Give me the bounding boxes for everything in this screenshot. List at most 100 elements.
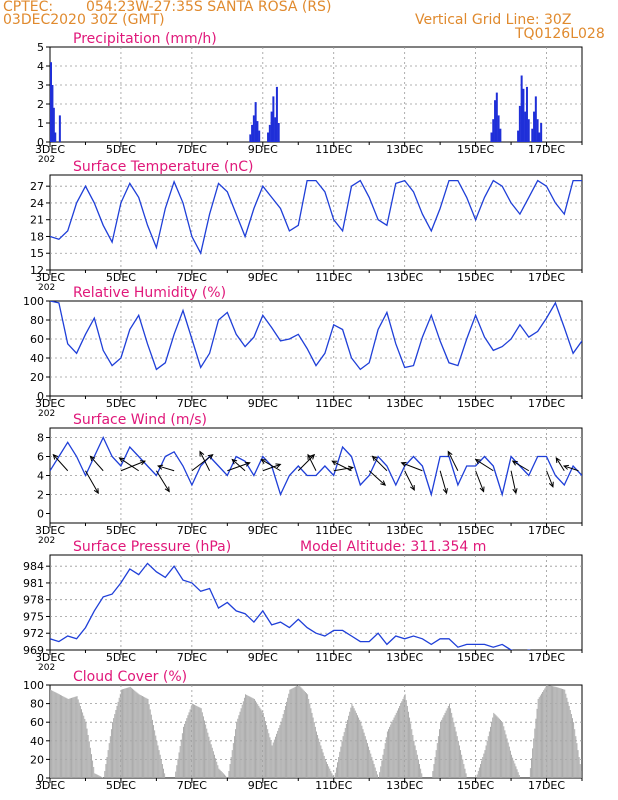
temp-ytick-label: 12 bbox=[30, 264, 44, 277]
cloud-bar bbox=[302, 689, 304, 778]
cloud-bar bbox=[231, 750, 233, 778]
cloud-bar bbox=[272, 742, 274, 778]
cloud-bar bbox=[67, 698, 69, 778]
cloud-bar bbox=[462, 759, 464, 778]
cloud-bar bbox=[339, 751, 341, 778]
cloud-bar bbox=[343, 732, 345, 778]
cloud-bar bbox=[513, 760, 515, 778]
cloud-bar bbox=[132, 688, 133, 778]
cloud-bar bbox=[465, 773, 467, 778]
cloud-bar bbox=[255, 700, 256, 778]
cloud-bar bbox=[65, 697, 67, 778]
pressure-ytick-label: 972 bbox=[23, 627, 44, 640]
cloud-bar bbox=[257, 704, 259, 778]
cloud-bar bbox=[146, 698, 148, 778]
wind-arrow-head bbox=[447, 450, 453, 457]
cloud-bar bbox=[280, 722, 282, 778]
wind-xtick-label: 9DEC bbox=[248, 524, 278, 537]
cloud-bar bbox=[210, 744, 212, 778]
cloud-bar bbox=[394, 715, 396, 778]
cloud-bar bbox=[461, 754, 463, 778]
cloud-bar bbox=[407, 711, 409, 778]
cloud-bar bbox=[260, 709, 262, 778]
cloud-bar bbox=[312, 717, 314, 778]
temp-xtick-label: 17DEC bbox=[528, 271, 565, 284]
cloud-bar bbox=[138, 694, 140, 778]
cloud-bar bbox=[331, 773, 333, 778]
cloud-bar bbox=[419, 764, 421, 778]
cloud-bar bbox=[64, 697, 66, 778]
cloud-bar bbox=[310, 708, 312, 778]
cloud-bar bbox=[127, 687, 129, 778]
cloud-bar bbox=[148, 704, 150, 778]
temp-xtick-label: 9DEC bbox=[248, 271, 278, 284]
wind-arrow bbox=[307, 454, 317, 471]
cloud-bar bbox=[211, 747, 213, 778]
cloud-bar bbox=[94, 773, 96, 778]
cloud-bar bbox=[560, 688, 562, 778]
cloud-bar bbox=[516, 769, 518, 778]
wind-year-stub: 202 bbox=[38, 536, 55, 546]
cloud-bar bbox=[338, 757, 340, 778]
cloud-bar bbox=[373, 764, 375, 778]
cloud-bar bbox=[220, 771, 222, 778]
cloud-bar bbox=[52, 690, 54, 778]
cloud-bar bbox=[294, 686, 296, 778]
cloud-bar bbox=[93, 766, 95, 778]
cloud-bar bbox=[59, 694, 61, 778]
wind-arrow-head bbox=[347, 465, 355, 471]
cloud-bar bbox=[230, 757, 232, 778]
cloud-bar bbox=[319, 741, 321, 778]
cloud-bar bbox=[113, 718, 115, 778]
cloud-bar bbox=[258, 705, 260, 778]
cloud-bar bbox=[493, 712, 495, 778]
precip-xtick-label: 11DEC bbox=[315, 143, 352, 156]
cloud-bar bbox=[194, 704, 196, 778]
cloud-bar bbox=[239, 711, 241, 778]
cloud-bar bbox=[77, 699, 79, 778]
cloud-bar bbox=[450, 708, 452, 778]
cloud-bar bbox=[311, 712, 313, 778]
cloud-bar bbox=[544, 688, 546, 778]
temp-year-stub: 202 bbox=[38, 283, 55, 293]
cloud-bar bbox=[443, 715, 445, 778]
cloud-bar bbox=[247, 695, 249, 778]
cloud-bar bbox=[71, 697, 73, 778]
cloud-bar bbox=[441, 719, 443, 778]
cloud-bar bbox=[265, 721, 266, 778]
precip-data bbox=[50, 62, 543, 142]
cloud-bar bbox=[76, 696, 78, 778]
cloud-bar bbox=[270, 741, 272, 778]
cloud-bar bbox=[332, 775, 334, 778]
cloud-bar bbox=[376, 774, 378, 778]
cloud-xtick-label: 9DEC bbox=[248, 779, 278, 792]
cloud-bar bbox=[540, 693, 542, 778]
cloud-bar bbox=[191, 703, 193, 778]
precip-ytick-label: 5 bbox=[37, 41, 44, 54]
wind-arrow-head bbox=[118, 457, 125, 463]
cloud-bar bbox=[562, 688, 563, 778]
cloud-bar bbox=[393, 717, 395, 778]
rh-panel: 0 20 40 60 80 100 3DEC 5DEC 7DEC 9DEC 11DEC 13DEC 15… bbox=[23, 285, 583, 419]
cloud-bar bbox=[567, 701, 569, 778]
cloud-bar bbox=[126, 687, 128, 778]
cloud-bar bbox=[161, 764, 163, 778]
cloud-bar bbox=[353, 708, 355, 778]
cloud-bar bbox=[160, 759, 162, 778]
cloud-bar bbox=[351, 703, 353, 778]
cloud-xtick-label: 3DEC bbox=[35, 779, 65, 792]
cloud-bar bbox=[404, 694, 406, 778]
cloud-bar bbox=[447, 705, 449, 778]
pressure-ytick-label: 981 bbox=[23, 577, 44, 590]
cloud-bar bbox=[50, 689, 51, 778]
cloud-bar bbox=[238, 715, 240, 778]
cloud-bar bbox=[334, 772, 336, 778]
cloud-bar bbox=[187, 715, 189, 778]
cloud-bar bbox=[325, 761, 327, 778]
cloud-bar bbox=[130, 687, 132, 778]
precip-bar bbox=[534, 96, 537, 142]
cloud-bar bbox=[62, 696, 64, 778]
cloud-bar bbox=[574, 729, 576, 778]
wind-arrow-head bbox=[479, 486, 485, 493]
